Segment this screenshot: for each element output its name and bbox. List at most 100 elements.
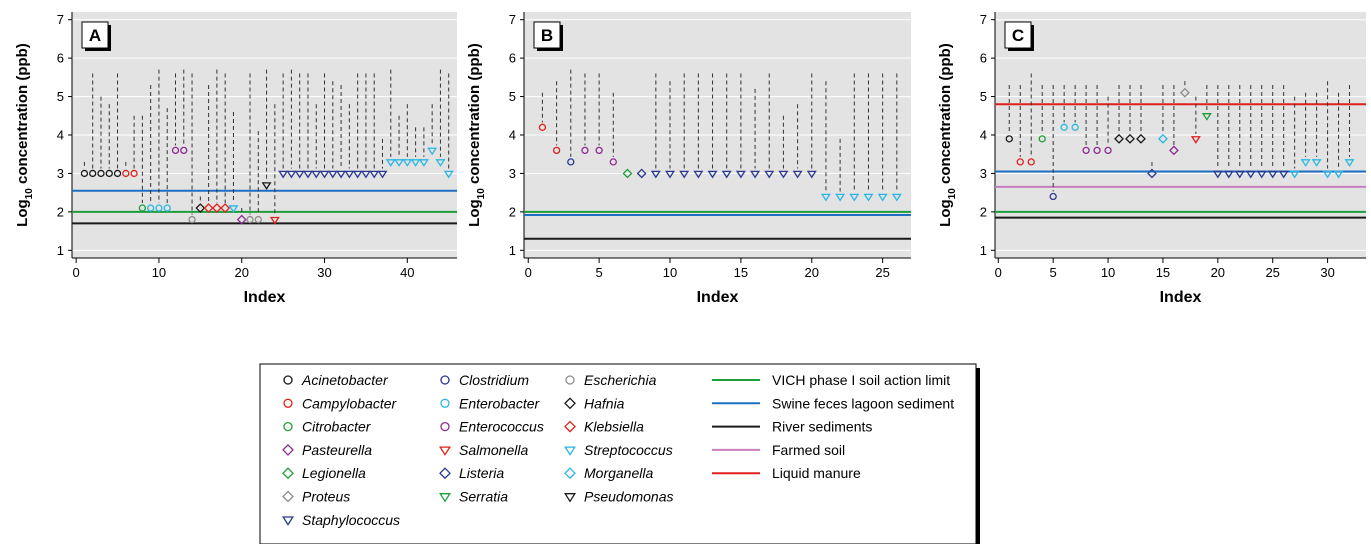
data-point-staphylococcus [721,170,732,179]
data-point-streptococcus [418,159,429,167]
y-tick-label: 6 [57,51,64,66]
legend-marker-pasteurella [282,443,294,456]
legend-marker-citrobacter [283,421,293,432]
x-tick-label: 30 [1320,265,1334,280]
x-tick-label: 0 [73,265,80,280]
legend-box [259,363,977,545]
y-tick-label: 1 [57,243,64,258]
data-point-streptococcus [402,159,413,167]
legend-marker-salmonella [439,446,451,456]
data-point-staphylococcus [286,170,297,179]
legend-label-enterococcus: Enterococcus [459,419,544,435]
y-tick-label: 2 [980,204,987,219]
data-point-campylobacter [1016,158,1024,166]
data-point-streptococcus [435,159,446,167]
y-axis-label-main: Log [14,199,31,227]
data-point-staphylococcus [1234,170,1245,179]
data-point-staphylococcus [336,170,347,179]
data-point-enterococcus [595,146,603,155]
legend-label-escherichia: Escherichia [584,372,657,388]
legend-label-pseudomonas: Pseudomonas [584,489,674,505]
data-point-streptococcus [443,170,454,179]
y-tick-label: 2 [509,204,516,219]
data-point-acinetobacter [97,169,105,178]
panel-label-box [81,21,109,49]
x-tick-label: 0 [995,265,1002,280]
y-tick-label: 5 [57,89,64,104]
data-point-staphylococcus [806,170,817,179]
legend: Acinetobacter Campylobacter Citrobacter Pas… [259,363,980,548]
data-point-staphylococcus [344,170,355,179]
data-point-enterococcus [180,146,188,155]
data-point-clostridium [1049,192,1057,201]
legend-label-pasteurella: Pasteurella [302,442,372,458]
legend-label-vich-phase-i-soil-action-limit: VICH phase I soil action limit [772,372,950,388]
data-point-enterococcus [581,146,589,155]
data-point-listeria [636,168,647,179]
data-point-streptococcus [1344,159,1355,167]
x-tick-label: 20 [805,265,819,280]
data-point-staphylococcus [1256,170,1267,179]
x-tick-label: 20 [1211,265,1225,280]
data-point-streptococcus [835,193,846,202]
x-axis-label: Index [1160,289,1202,306]
data-point-staphylococcus [707,170,718,179]
y-tick-label: 5 [980,89,987,104]
data-point-campylobacter [130,169,138,178]
data-point-staphylococcus [1245,170,1256,179]
legend-label-clostridium: Clostridium [459,372,529,388]
data-point-staphylococcus [1212,170,1223,179]
data-point-staphylococcus [792,170,803,179]
data-point-staphylococcus [294,170,305,179]
legend-label-hafnia: Hafnia [584,395,625,411]
x-tick-label: 10 [152,265,166,280]
legend-marker-campylobacter [283,398,293,408]
legend-label-acinetobacter: Acinetobacter [301,372,389,388]
data-point-salmonella [1190,136,1201,144]
data-point-staphylococcus [360,170,371,179]
x-tick-label: 5 [1050,265,1057,280]
panel-label-box [533,21,561,49]
y-tick-label: 6 [509,51,516,66]
x-tick-label: 40 [400,265,414,280]
y-tick-label: 7 [980,12,987,27]
legend-marker-escherichia [565,375,575,385]
data-point-citrobacter [138,204,147,212]
legend-label-farmed-soil: Farmed soil [772,442,845,458]
legend-label-legionella: Legionella [302,465,366,481]
data-point-streptococcus [877,193,888,202]
y-axis-label-subscript: 10 [24,188,35,200]
legend-label-streptococcus: Streptococcus [584,442,673,458]
legend-label-river-sediments: River sediments [772,419,872,435]
y-axis-label: Log10 concentration (ppb) [466,43,487,227]
legend-label-salmonella: Salmonella [459,442,528,458]
x-axis-label: Index [244,289,286,306]
data-point-streptococcus [863,193,874,202]
data-point-clostridium [567,158,575,166]
data-point-staphylococcus [778,170,789,179]
x-tick-label: 25 [875,265,889,280]
panel-label: C [1012,26,1024,45]
data-point-enterococcus [171,146,180,155]
legend-marker-proteus [282,490,294,503]
data-point-proteus [1179,87,1190,98]
data-point-enterococcus [609,158,617,166]
data-point-campylobacter [552,146,561,155]
data-point-streptococcus [1333,170,1344,179]
data-point-acinetobacter [113,169,122,178]
data-point-acinetobacter [1005,135,1013,143]
data-point-listeria [1147,168,1157,179]
data-point-streptococcus [849,193,860,202]
y-axis-label-rest: concentration (ppb) [466,43,483,188]
panel-label: B [541,26,553,45]
data-point-salmonella [269,216,280,225]
data-point-enterobacter [1060,123,1068,131]
y-tick-label: 6 [980,51,987,66]
y-tick-label: 7 [57,12,64,27]
data-point-enterobacter [1071,123,1079,131]
data-point-escherichia [254,215,262,224]
data-point-enterobacter [155,204,163,212]
